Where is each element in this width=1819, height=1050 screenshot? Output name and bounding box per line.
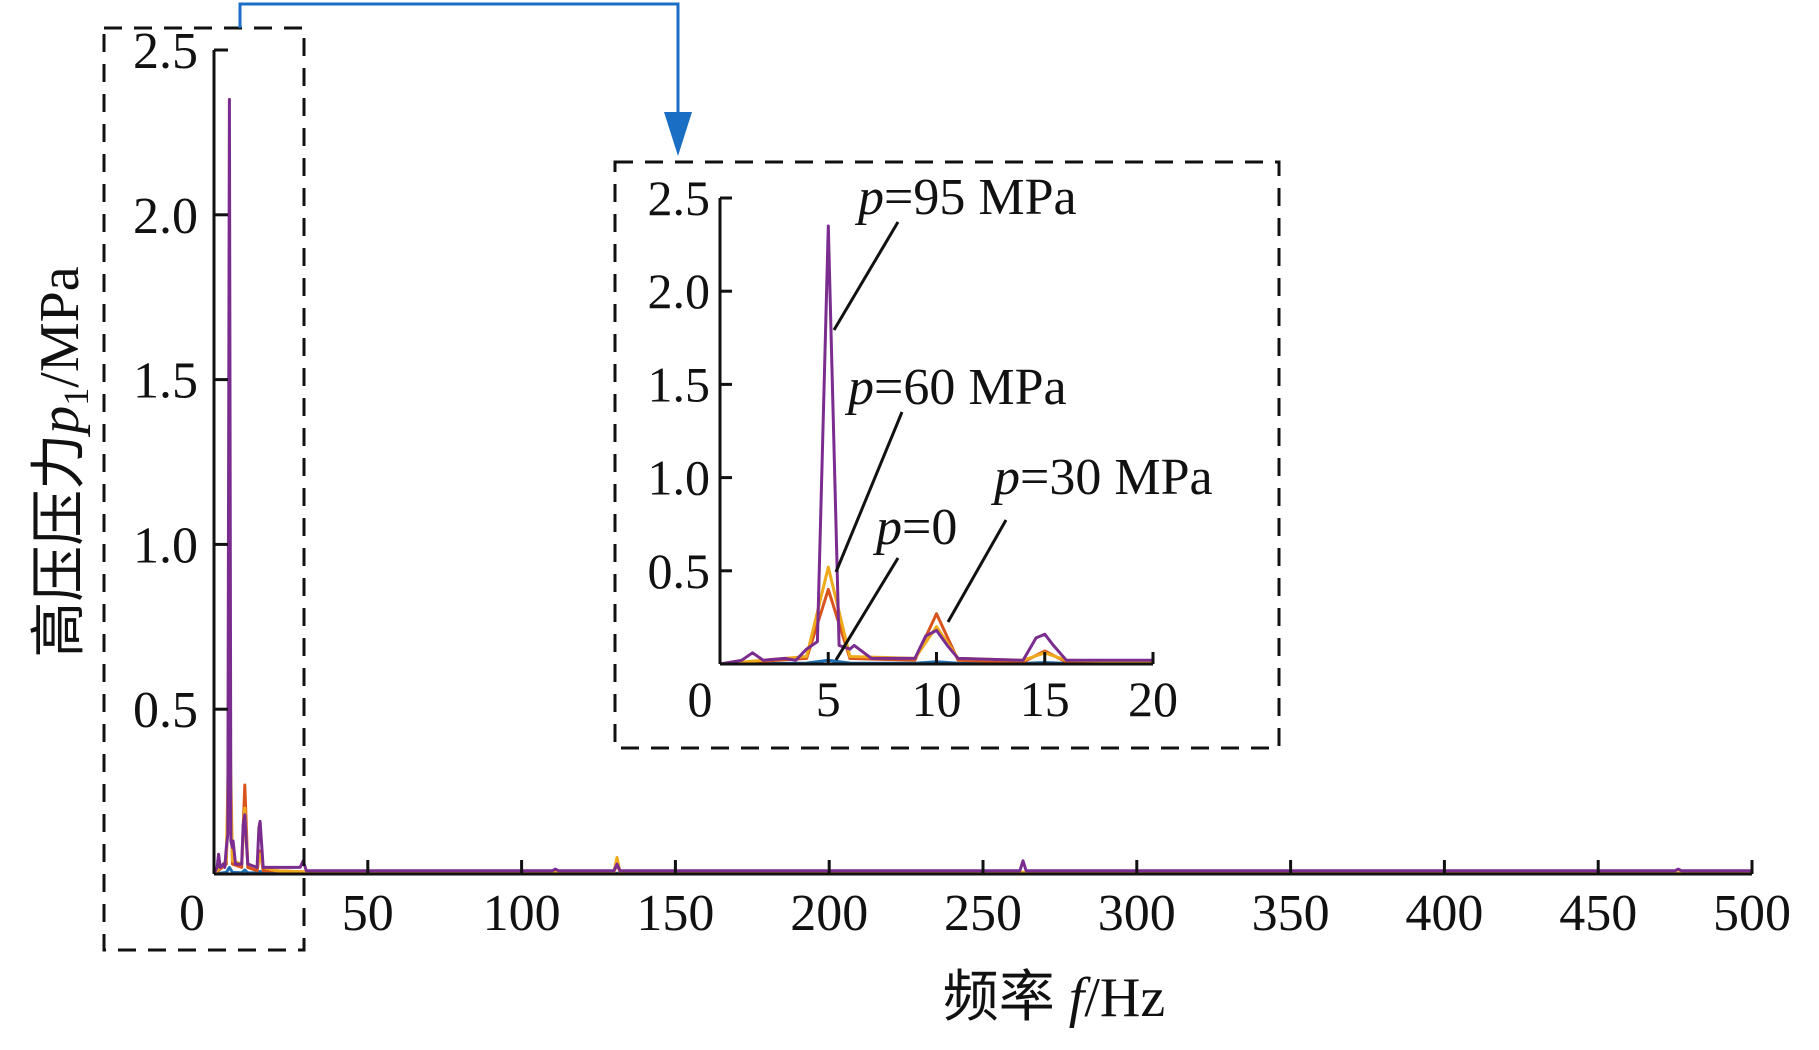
annotation-p95-leader [832,221,900,331]
annotation-p60-var: p [844,359,874,416]
inset-x-tick-label: 15 [1020,671,1070,727]
annotation-p0-label: p=0 [872,499,957,556]
main-x-tick-label: 450 [1559,885,1637,942]
callout-arrow [238,2,692,156]
annotation-p60-text: =60 MPa [874,359,1067,416]
main-x-tick-label: 0 [179,885,205,942]
main-series-line-1 [213,740,1753,876]
main-x-tick-label: 50 [342,885,394,942]
inset-x-tick-label: 0 [688,671,713,727]
inset-x-tick-label: 5 [816,671,841,727]
annotation-p95-var: p [854,169,884,226]
main-plot: 0.51.01.52.02.5 0 50 100 150 200 250 300 350 400… [29,23,1791,1029]
inset-y-tick-label: 1.5 [648,356,711,412]
main-x-tick-label: 150 [636,885,714,942]
main-y-axis-title-var: p [29,406,91,438]
inset-y-tick-label: 2.0 [648,263,711,319]
annotation-p60-leader [834,411,904,573]
annotation-p30-text: =30 MPa [1020,449,1213,506]
main-y-axis-title: 高压压力p1/MPa [29,266,96,657]
annotation-p0-var: p [872,499,902,556]
main-y-axis-title-unit: /MPa [29,266,91,387]
annotation-p0-leader [834,557,900,661]
annotation-p0: p=0 [834,499,957,661]
main-x-tick-label: 400 [1405,885,1483,942]
inset-y-tick-label: 1.0 [648,450,711,506]
annotation-p60: p=60 MPa [834,359,1067,573]
main-x-tick-label: 200 [790,885,868,942]
callout-arrow-head [664,112,692,156]
main-x-tick-label: 100 [483,885,561,942]
main-y-axis-title-sub: 1 [56,388,96,406]
inset-plot: 0.51.01.52.02.5 0 5 10 15 20 p=95 MPa p=60 M… [613,160,1281,750]
annotation-p30: p=30 MPa [946,449,1213,623]
main-y-axis-title-cn: 高压压力 [29,434,91,658]
callout-arrow-line [238,2,680,116]
main-x-axis-title-cn: 频率 [943,967,1055,1029]
annotation-p95-label: p=95 MPa [854,169,1077,226]
inset-frame [613,160,1281,750]
main-y-tick-label: 2.0 [133,188,198,245]
inset-x-tick-label: 20 [1128,671,1178,727]
main-y-tick-label: 1.5 [133,353,198,410]
inset-y-tick-label: 2.5 [648,170,711,226]
annotation-p60-label: p=60 MPa [844,359,1067,416]
main-y-ticks: 0.5 1.0 1.5 2.0 2.5 [133,23,228,739]
annotation-p30-var: p [990,449,1020,506]
main-x-tick-label: 350 [1252,885,1330,942]
annotation-p95-text: =95 MPa [884,169,1077,226]
main-x-ticks: 0 50 100 150 200 250 300 350 400 450 500 [179,860,1791,942]
main-x-tick-label: 250 [944,885,1022,942]
annotation-p95: p=95 MPa [832,169,1077,331]
main-x-axis-title-gap [1055,967,1069,1029]
main-x-axis-title: 频率 f/Hz [943,967,1165,1029]
main-y-tick-label: 2.5 [133,23,198,80]
inset-x-ticks: 0 5 10 15 20 [688,652,1178,727]
inset-y-ticks: 0.5 1.0 1.5 2.0 2.5 [648,170,732,599]
inset-y-tick-label: 0.5 [648,543,711,599]
annotation-p30-label: p=30 MPa [990,449,1213,506]
main-y-tick-label: 1.0 [133,517,198,574]
annotation-p0-text: =0 [902,499,957,556]
inset-series-line-2 [719,565,1154,666]
zoom-region-box [102,26,306,952]
inset-series-line-3 [719,224,1153,666]
main-series-line-3 [212,97,1752,875]
main-x-tick-label: 500 [1713,885,1791,942]
main-y-tick-label: 0.5 [133,682,198,739]
inset-x-tick-label: 10 [912,671,962,727]
annotation-p30-leader [946,519,1008,623]
main-x-tick-label: 300 [1098,885,1176,942]
main-x-axis-title-unit: /Hz [1084,967,1165,1029]
